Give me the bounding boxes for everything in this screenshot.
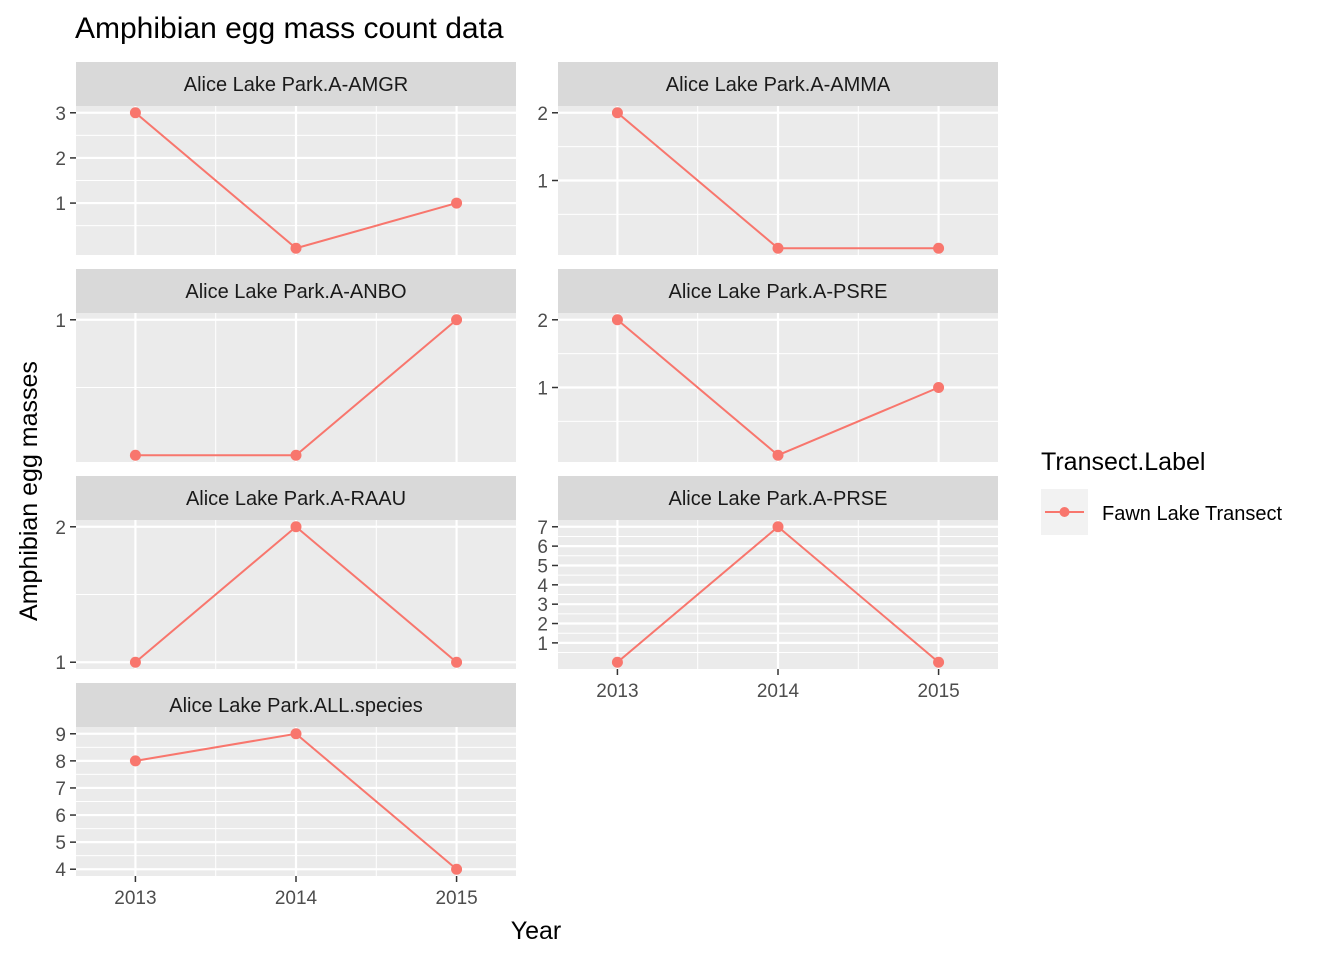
facet-panel: Alice Lake Park.A-PSRE 1 2 [537, 269, 998, 462]
facet-strip [76, 683, 516, 727]
facet-strip [558, 269, 998, 313]
legend-title: Transect.Label [1041, 448, 1205, 476]
y-tick-label: 1 [537, 172, 548, 193]
data-point [290, 242, 302, 254]
y-tick-label: 2 [537, 311, 548, 332]
y-tick-label: 3 [537, 595, 548, 616]
data-point [933, 242, 945, 254]
y-tick-label: 8 [55, 752, 66, 773]
facet-strip [558, 476, 998, 520]
y-tick-label: 6 [537, 537, 548, 558]
x-tick-label: 2013 [114, 888, 156, 909]
data-point [772, 449, 784, 461]
legend-label: Fawn Lake Transect [1102, 503, 1283, 525]
data-point [129, 755, 141, 767]
y-tick-label: 1 [537, 634, 548, 655]
data-point [611, 656, 623, 668]
facet-panel: Alice Lake Park.A-RAAU 1 2 [55, 476, 516, 674]
y-tick-label: 3 [55, 104, 66, 125]
facet-strip [558, 62, 998, 106]
facet-panel: Alice Lake Park.ALL.species 4 5 6 7 8 9 [55, 683, 516, 881]
y-tick-label: 1 [537, 379, 548, 400]
legend-key-point [1059, 507, 1070, 517]
facet-strip-label: Alice Lake Park.A-AMGR [184, 74, 409, 96]
data-point [451, 656, 463, 668]
y-axis-title: Amphibian egg masses [15, 361, 43, 621]
data-point [611, 107, 623, 119]
data-point [451, 314, 463, 326]
y-tick-label: 5 [537, 556, 548, 577]
facet-strip-label: Alice Lake Park.A-ANBO [185, 281, 406, 303]
y-tick-label: 2 [537, 615, 548, 636]
data-point [451, 197, 463, 209]
data-point [290, 728, 302, 740]
y-tick-label: 6 [55, 806, 66, 827]
y-tick-label: 1 [55, 194, 66, 215]
facet-strip-label: Alice Lake Park.A-PSRE [669, 281, 888, 303]
y-tick-label: 5 [55, 833, 66, 854]
data-point [129, 449, 141, 461]
chart-title: Amphibian egg mass count data [75, 12, 504, 45]
facet-panel: Alice Lake Park.A-ANBO 1 [55, 269, 516, 462]
y-tick-label: 1 [55, 311, 66, 332]
x-tick-label: 2013 [596, 681, 638, 702]
x-tick-label: 2015 [435, 888, 477, 909]
data-point [290, 449, 302, 461]
y-tick-label: 4 [537, 576, 548, 597]
data-point [611, 314, 623, 326]
y-tick-label: 4 [55, 860, 66, 881]
y-tick-label: 1 [55, 653, 66, 674]
y-tick-label: 9 [55, 725, 66, 746]
facet-panel: Alice Lake Park.A-AMGR 1 2 3 [55, 62, 516, 255]
data-point [451, 863, 463, 875]
data-point [933, 382, 945, 393]
data-point [129, 656, 141, 668]
y-tick-label: 2 [55, 149, 66, 170]
facet-strip-label: Alice Lake Park.A-RAAU [186, 488, 406, 510]
x-tick-label: 2014 [275, 888, 318, 909]
facet-strip-label: Alice Lake Park.A-AMMA [666, 74, 891, 96]
x-tick-label: 2015 [917, 681, 959, 702]
x-axis-title: Year [511, 917, 562, 945]
facet-strip-label: Alice Lake Park.A-PRSE [669, 488, 888, 510]
data-point [772, 242, 784, 254]
x-tick-label: 2014 [757, 681, 800, 702]
facet-strip [76, 269, 516, 313]
facet-panel: Alice Lake Park.A-AMMA 1 2 [537, 62, 998, 255]
facet-strip [76, 476, 516, 520]
facet-strip-label: Alice Lake Park.ALL.species [169, 695, 422, 717]
y-tick-label: 2 [55, 518, 66, 539]
data-point [933, 656, 945, 668]
y-tick-label: 7 [537, 518, 548, 539]
x-axes: 2013 2014 2015 2013 2014 2015 [114, 669, 960, 909]
legend: Transect.Label Fawn Lake Transect [1041, 448, 1283, 535]
data-point [129, 107, 141, 119]
y-tick-label: 7 [55, 779, 66, 800]
data-point [772, 521, 784, 533]
data-point [290, 521, 302, 533]
y-tick-label: 2 [537, 104, 548, 125]
facet-strip [76, 62, 516, 106]
